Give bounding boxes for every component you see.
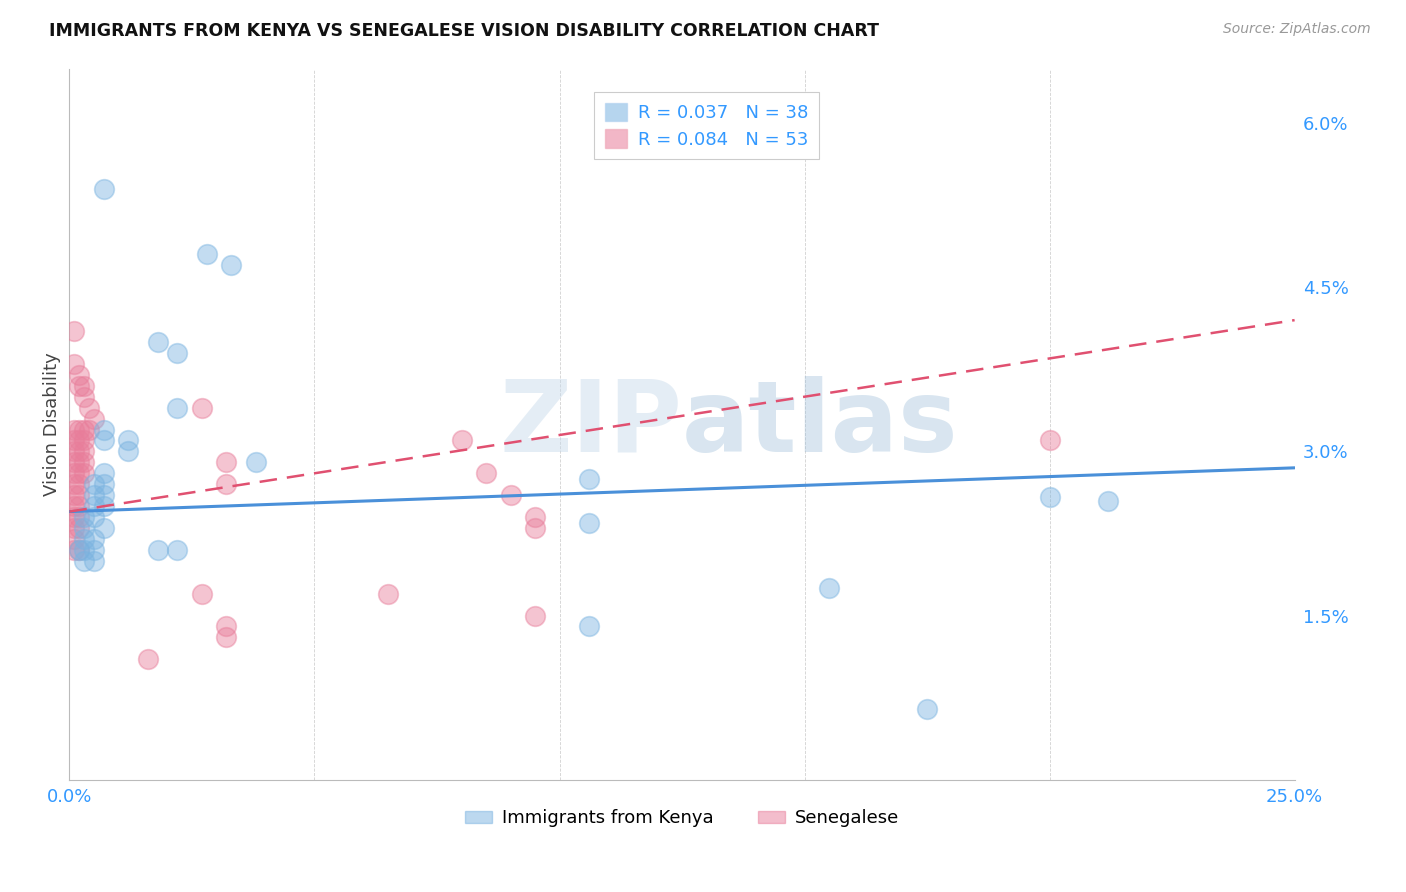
Point xyxy=(73,467,96,481)
Text: Source: ZipAtlas.com: Source: ZipAtlas.com xyxy=(1223,22,1371,37)
Point xyxy=(93,467,115,481)
Point xyxy=(83,542,105,557)
Point xyxy=(818,581,841,595)
Point xyxy=(67,423,90,437)
Point xyxy=(450,434,472,448)
Point xyxy=(578,516,600,530)
Point xyxy=(578,619,600,633)
Point xyxy=(73,455,96,469)
Point xyxy=(136,652,159,666)
Point xyxy=(215,455,238,469)
Point xyxy=(524,521,547,535)
Point xyxy=(93,488,115,502)
Point xyxy=(166,346,188,360)
Point xyxy=(63,444,86,458)
Point xyxy=(1039,491,1062,505)
Point xyxy=(63,467,86,481)
Point xyxy=(67,455,90,469)
Point xyxy=(73,542,96,557)
Point xyxy=(215,631,238,645)
Point xyxy=(63,423,86,437)
Point xyxy=(146,542,169,557)
Point xyxy=(146,334,169,349)
Point xyxy=(67,542,90,557)
Point xyxy=(83,510,105,524)
Point xyxy=(73,532,96,546)
Point xyxy=(499,488,522,502)
Point xyxy=(73,554,96,568)
Point xyxy=(475,467,498,481)
Text: atlas: atlas xyxy=(682,376,959,473)
Text: ZIP: ZIP xyxy=(499,376,682,473)
Point xyxy=(77,401,100,415)
Point xyxy=(83,411,105,425)
Point xyxy=(245,455,267,469)
Point xyxy=(377,587,399,601)
Point xyxy=(67,521,90,535)
Point xyxy=(117,434,139,448)
Point xyxy=(93,477,115,491)
Point xyxy=(191,401,214,415)
Point xyxy=(67,542,90,557)
Point xyxy=(63,434,86,448)
Point xyxy=(67,488,90,502)
Point xyxy=(67,434,90,448)
Point xyxy=(67,378,90,392)
Point xyxy=(93,182,115,196)
Point xyxy=(93,434,115,448)
Point xyxy=(578,472,600,486)
Point xyxy=(63,477,86,491)
Point xyxy=(67,510,90,524)
Point xyxy=(524,608,547,623)
Point xyxy=(215,619,238,633)
Point xyxy=(63,521,86,535)
Point xyxy=(67,477,90,491)
Point xyxy=(67,467,90,481)
Point xyxy=(117,444,139,458)
Point xyxy=(63,499,86,513)
Point xyxy=(63,488,86,502)
Point xyxy=(67,499,90,513)
Point xyxy=(195,247,218,261)
Point xyxy=(93,521,115,535)
Point xyxy=(73,444,96,458)
Point xyxy=(63,532,86,546)
Point xyxy=(915,701,938,715)
Point xyxy=(524,510,547,524)
Point xyxy=(73,521,96,535)
Point xyxy=(93,499,115,513)
Point xyxy=(73,434,96,448)
Point xyxy=(83,554,105,568)
Point xyxy=(215,477,238,491)
Point xyxy=(63,455,86,469)
Point xyxy=(63,510,86,524)
Point xyxy=(166,401,188,415)
Y-axis label: Vision Disability: Vision Disability xyxy=(44,352,60,496)
Point xyxy=(73,510,96,524)
Point xyxy=(1039,434,1062,448)
Point xyxy=(83,488,105,502)
Point xyxy=(93,423,115,437)
Point xyxy=(83,477,105,491)
Point xyxy=(73,423,96,437)
Point xyxy=(73,378,96,392)
Point xyxy=(166,542,188,557)
Point xyxy=(83,532,105,546)
Point xyxy=(77,423,100,437)
Point xyxy=(63,324,86,338)
Point xyxy=(63,542,86,557)
Point xyxy=(1097,493,1119,508)
Point xyxy=(73,390,96,404)
Point xyxy=(67,444,90,458)
Point xyxy=(63,357,86,371)
Point xyxy=(83,499,105,513)
Point xyxy=(191,587,214,601)
Legend: Immigrants from Kenya, Senegalese: Immigrants from Kenya, Senegalese xyxy=(458,802,905,835)
Point xyxy=(67,368,90,382)
Text: IMMIGRANTS FROM KENYA VS SENEGALESE VISION DISABILITY CORRELATION CHART: IMMIGRANTS FROM KENYA VS SENEGALESE VISI… xyxy=(49,22,879,40)
Point xyxy=(219,259,242,273)
